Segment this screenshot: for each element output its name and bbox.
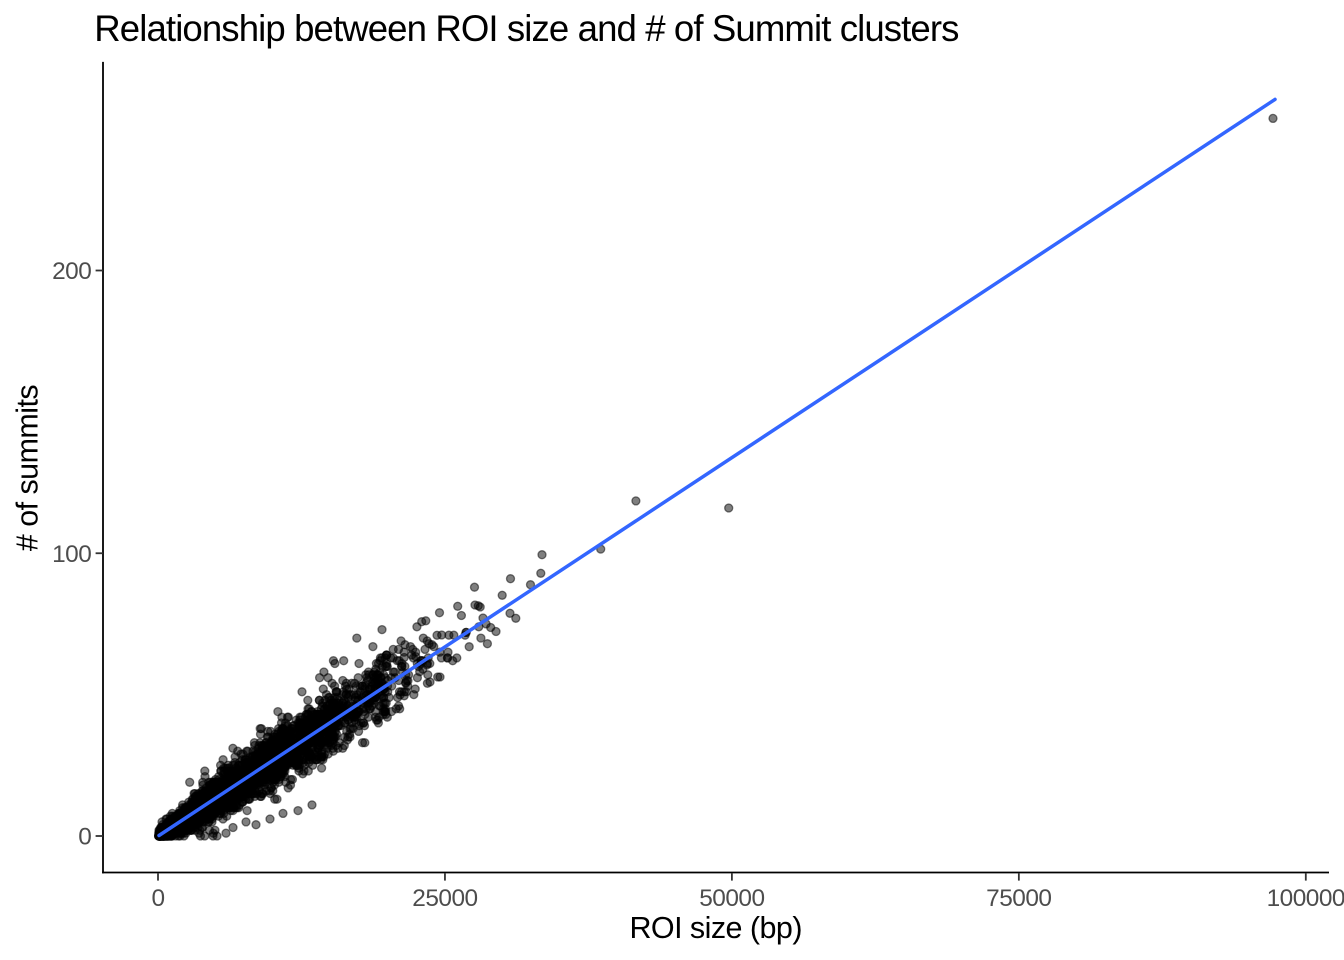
svg-text:100000: 100000 [1267, 885, 1344, 912]
svg-text:200: 200 [52, 258, 91, 285]
svg-text:ROI size (bp): ROI size (bp) [629, 911, 802, 945]
svg-text:25000: 25000 [412, 885, 477, 912]
svg-text:0: 0 [78, 824, 91, 851]
svg-text:# of summits: # of summits [11, 385, 45, 552]
svg-text:100: 100 [52, 541, 91, 568]
svg-text:75000: 75000 [986, 885, 1051, 912]
svg-text:Relationship between ROI size: Relationship between ROI size and # of S… [94, 8, 958, 49]
svg-text:50000: 50000 [699, 885, 764, 912]
svg-text:0: 0 [151, 885, 164, 912]
